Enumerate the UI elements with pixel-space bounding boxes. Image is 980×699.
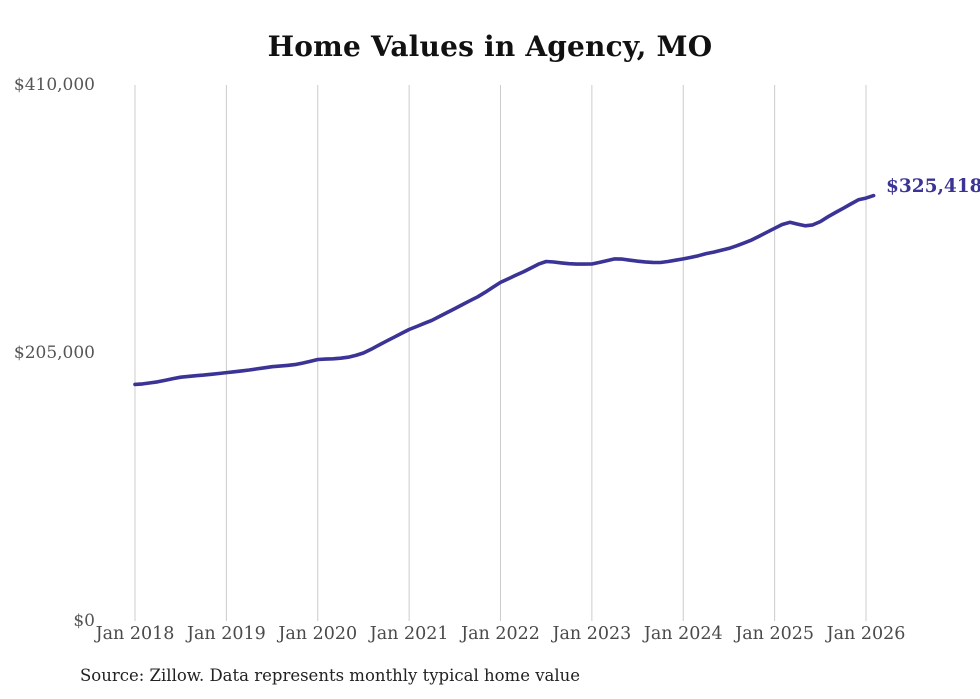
chart-title: Home Values in Agency, MO <box>267 30 713 63</box>
x-tick-label: Jan 2023 <box>552 624 632 644</box>
vertical-gridlines <box>134 85 867 621</box>
y-tick-label: $410,000 <box>13 75 95 95</box>
x-tick-label: Jan 2021 <box>369 624 449 644</box>
y-tick-label: $0 <box>73 611 95 631</box>
x-tick-label: Jan 2026 <box>826 624 906 644</box>
x-tick-label: Jan 2025 <box>735 624 815 644</box>
y-tick-label: $205,000 <box>13 343 95 363</box>
x-tick-label: Jan 2019 <box>186 624 266 644</box>
source-note: Source: Zillow. Data represents monthly … <box>80 666 581 685</box>
x-tick-label: Jan 2024 <box>643 624 723 644</box>
home-value-line-series <box>133 193 876 387</box>
latest-value-label: $325,418 <box>886 176 980 197</box>
x-tick-label: Jan 2022 <box>461 624 540 644</box>
x-tick-label: Jan 2020 <box>278 624 358 644</box>
x-tick-label: Jan 2018 <box>95 624 175 644</box>
